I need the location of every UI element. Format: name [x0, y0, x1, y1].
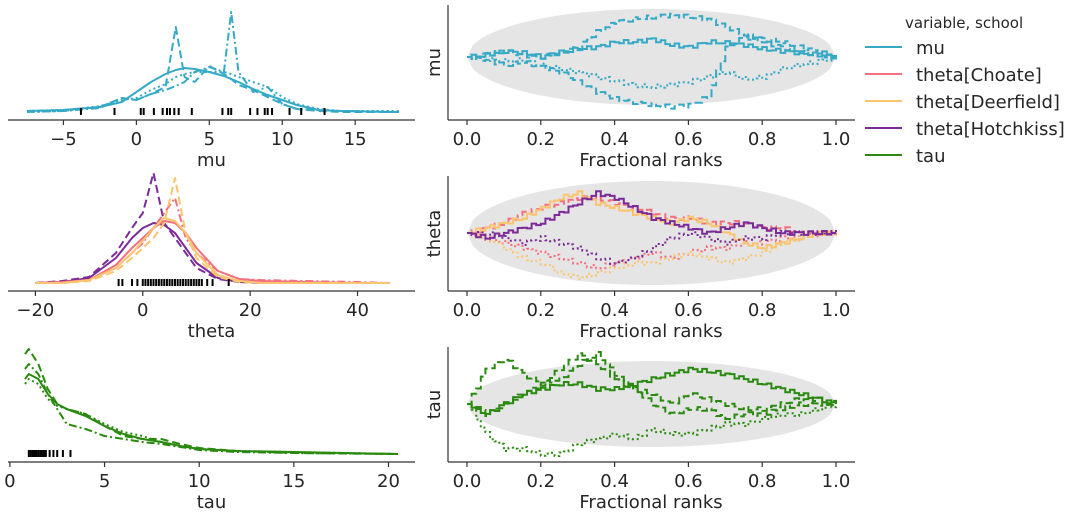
legend-label: theta[Choate] — [916, 65, 1042, 86]
kde-line — [24, 373, 399, 455]
x-axis-label: Fractional ranks — [579, 321, 722, 342]
rank-ecdf-line — [467, 230, 837, 270]
kde-line — [26, 26, 399, 113]
x-tick-label: 0.6 — [674, 300, 703, 321]
kde-panel-mu: −5 0 5 10 15 mu — [8, 11, 415, 171]
x-tick-label: −5 — [50, 129, 77, 150]
legend-label: theta[Hotchkiss] — [916, 119, 1065, 140]
kde-line — [24, 348, 399, 455]
x-tick-label: 0.8 — [748, 129, 777, 150]
x-tick-label: 0.0 — [453, 129, 482, 150]
x-tick-label: 5 — [99, 471, 110, 492]
kde-line — [35, 177, 390, 284]
kde-line — [26, 11, 400, 113]
x-axis-label: mu — [197, 150, 226, 171]
x-axis-label: Fractional ranks — [579, 492, 722, 513]
rank-ecdf-line — [467, 36, 837, 110]
legend-label: mu — [916, 38, 945, 59]
legend-item: theta[Hotchkiss] — [865, 119, 1065, 140]
rank-panel-mu: 0.0 0.2 0.4 0.6 0.8 1.0 Fractional ranks mu — [424, 5, 855, 171]
x-tick-label: 0.8 — [748, 300, 777, 321]
x-tick-label: 10 — [188, 471, 211, 492]
x-tick-label: 40 — [346, 300, 369, 321]
x-tick-label: 0.4 — [600, 129, 629, 150]
legend-label: tau — [916, 146, 946, 167]
legend-item: theta[Deerfield] — [865, 92, 1060, 113]
rank-ecdf-line — [467, 351, 837, 421]
x-tick-label: 0.2 — [526, 129, 555, 150]
legend: variable, school mu theta[Choate] theta[De… — [865, 14, 1065, 167]
legend-item: mu — [865, 38, 945, 59]
x-tick-label: 15 — [344, 129, 367, 150]
x-tick-label: 0.6 — [674, 471, 703, 492]
rank-panel-tau: 0.0 0.2 0.4 0.6 0.8 1.0 Fractional ranks tau — [424, 347, 855, 513]
x-tick-label: 0 — [131, 129, 142, 150]
x-tick-label: 1.0 — [822, 129, 851, 150]
x-axis-label: Fractional ranks — [579, 150, 722, 171]
x-axis-label: tau — [197, 492, 227, 513]
kde-line — [35, 197, 390, 284]
x-tick-label: 0.8 — [748, 471, 777, 492]
kde-line — [24, 363, 399, 455]
rank-ecdf-line — [467, 230, 837, 281]
confidence-envelope — [467, 361, 836, 447]
x-tick-label: 0.0 — [453, 300, 482, 321]
x-tick-label: 0.4 — [600, 300, 629, 321]
x-tick-label: 0.2 — [526, 300, 555, 321]
rank-ecdf-line — [467, 195, 837, 236]
legend-item: theta[Choate] — [865, 65, 1042, 86]
x-tick-label: 1.0 — [822, 300, 851, 321]
x-tick-label: 20 — [377, 471, 400, 492]
x-tick-label: 0.4 — [600, 471, 629, 492]
x-tick-label: 0 — [137, 300, 148, 321]
x-tick-label: 10 — [271, 129, 294, 150]
rank-ecdf-line — [467, 403, 837, 457]
x-tick-label: 0 — [4, 471, 15, 492]
y-axis-label: mu — [424, 48, 445, 77]
x-axis-label: theta — [188, 321, 236, 342]
kde-line — [26, 71, 399, 113]
x-tick-label: 20 — [239, 300, 262, 321]
kde-panel-theta: −20 0 20 40 theta — [8, 172, 415, 342]
x-tick-label: −20 — [16, 300, 54, 321]
legend-item: tau — [865, 146, 946, 167]
x-tick-label: 1.0 — [822, 471, 851, 492]
confidence-envelope — [467, 9, 836, 105]
legend-title: variable, school — [905, 14, 1023, 32]
rank-panel-theta: 0.0 0.2 0.4 0.6 0.8 1.0 Fractional ranks theta — [424, 176, 855, 342]
y-axis-label: tau — [424, 390, 445, 420]
x-tick-label: 0.2 — [526, 471, 555, 492]
x-tick-label: 5 — [204, 129, 215, 150]
y-axis-label: theta — [424, 210, 445, 258]
rank-ecdf-line — [467, 190, 836, 240]
kde-line — [24, 378, 399, 455]
x-tick-label: 15 — [282, 471, 305, 492]
rank-ecdf-line — [467, 366, 837, 415]
legend-label: theta[Deerfield] — [916, 92, 1060, 113]
x-tick-label: 0.6 — [674, 129, 703, 150]
kde-panel-tau: 0 5 10 15 20 tau — [4, 348, 415, 513]
rank-ecdf-line — [467, 37, 837, 60]
rank-ecdf-line — [467, 12, 837, 60]
rank-ecdf-line — [467, 230, 837, 265]
kde-line — [26, 67, 400, 113]
x-tick-label: 0.0 — [453, 471, 482, 492]
kde-line — [35, 222, 390, 284]
